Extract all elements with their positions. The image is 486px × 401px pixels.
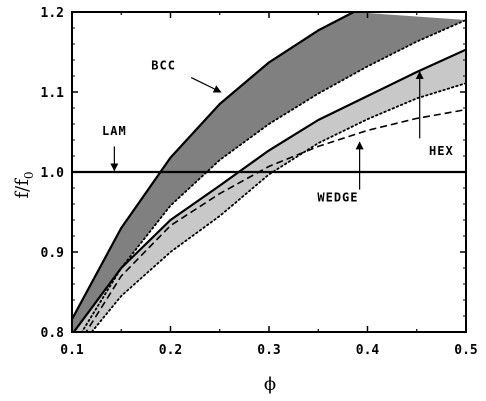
fill-regions: [72, 12, 466, 332]
svg-text:f/f0: f/f0: [12, 171, 36, 198]
hex-upper-curve: [72, 48, 466, 332]
y-tick-label: 1.1: [41, 86, 65, 101]
y-axis-label: f/f0: [12, 171, 36, 198]
x-tick-label: 0.2: [159, 343, 182, 358]
bcc-lower-curve: [80, 19, 466, 332]
y-tick-label: 1.0: [41, 166, 65, 181]
hex-region-fill: [73, 49, 466, 332]
bcc-annotation-label: BCC: [151, 59, 176, 73]
y-axis-label-main: f/f: [12, 178, 33, 199]
y-tick-label: 0.8: [41, 326, 65, 341]
lam-annotation-label: LAM: [102, 124, 127, 138]
wedge-annotation-label: WEDGE: [317, 191, 358, 205]
bcc-region-fill: [72, 12, 466, 332]
wedge-curve: [85, 108, 466, 332]
x-axis-label: ϕ: [264, 374, 276, 395]
annotation-layer: BCC LAM HEX WEDGE: [102, 59, 454, 205]
x-tick-label: 0.4: [356, 343, 380, 358]
hex-annotation-label: HEX: [429, 144, 454, 158]
tick-layer: 0.1 0.2 0.3 0.4 0.5 0.8 0.9 1.0 1.1 1.2: [41, 6, 478, 358]
bcc-upper-curve: [72, 12, 355, 320]
bcc-annotation-arrow: [190, 77, 222, 93]
curve-layer: [72, 12, 466, 332]
x-tick-label: 0.1: [60, 343, 84, 358]
y-axis-label-subscript: 0: [22, 171, 36, 179]
x-tick-label: 0.5: [454, 343, 477, 358]
hex-lower-curve: [90, 82, 466, 332]
y-tick-label: 1.2: [41, 6, 64, 21]
y-tick-label: 0.9: [41, 246, 64, 261]
x-tick-label: 0.3: [257, 343, 280, 358]
plot-frame: [71, 11, 467, 333]
